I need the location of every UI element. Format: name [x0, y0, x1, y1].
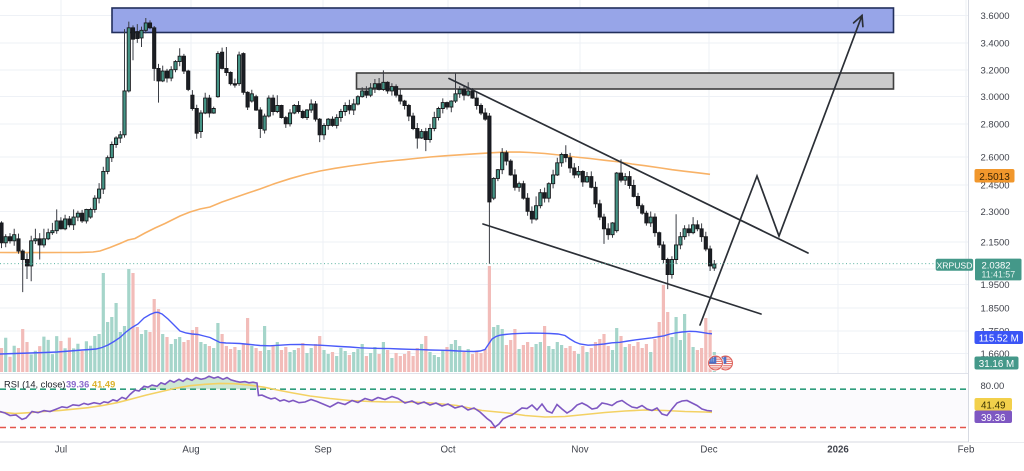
svg-text:Dec: Dec — [700, 445, 717, 456]
svg-text:Feb: Feb — [958, 445, 975, 456]
svg-text:3.2000: 3.2000 — [981, 66, 1010, 77]
svg-text:Nov: Nov — [571, 445, 588, 456]
svg-text:1.9500: 1.9500 — [981, 280, 1010, 291]
svg-text:2.6000: 2.6000 — [981, 153, 1010, 164]
svg-text:2.1500: 2.1500 — [981, 238, 1010, 249]
svg-text:Aug: Aug — [182, 445, 199, 456]
svg-text:41.49: 41.49 — [92, 380, 115, 390]
svg-text:RSI (14, close): RSI (14, close) — [4, 380, 65, 390]
svg-text:1.8500: 1.8500 — [981, 304, 1010, 315]
svg-text:Jul: Jul — [55, 445, 67, 456]
svg-text:2.8000: 2.8000 — [981, 120, 1010, 131]
svg-text:3.6000: 3.6000 — [981, 11, 1010, 22]
svg-text:Oct: Oct — [440, 445, 455, 456]
svg-text:80.00: 80.00 — [981, 381, 1005, 392]
svg-text:2.5013: 2.5013 — [979, 172, 1010, 183]
svg-text:115.52 M: 115.52 M — [979, 334, 1019, 345]
svg-text:2026: 2026 — [827, 445, 849, 456]
svg-text:XRPUSD: XRPUSD — [937, 261, 973, 271]
svg-text:39.36: 39.36 — [66, 380, 89, 390]
svg-text:31.16 M: 31.16 M — [979, 359, 1014, 370]
svg-text:Sep: Sep — [314, 445, 331, 456]
svg-text:2.3000: 2.3000 — [981, 207, 1010, 218]
svg-text:41.49: 41.49 — [981, 400, 1006, 411]
svg-text:11:41:57: 11:41:57 — [982, 270, 1016, 280]
svg-text:39.36: 39.36 — [981, 413, 1006, 424]
svg-text:3.0000: 3.0000 — [981, 92, 1010, 103]
svg-text:3.4000: 3.4000 — [981, 39, 1010, 50]
